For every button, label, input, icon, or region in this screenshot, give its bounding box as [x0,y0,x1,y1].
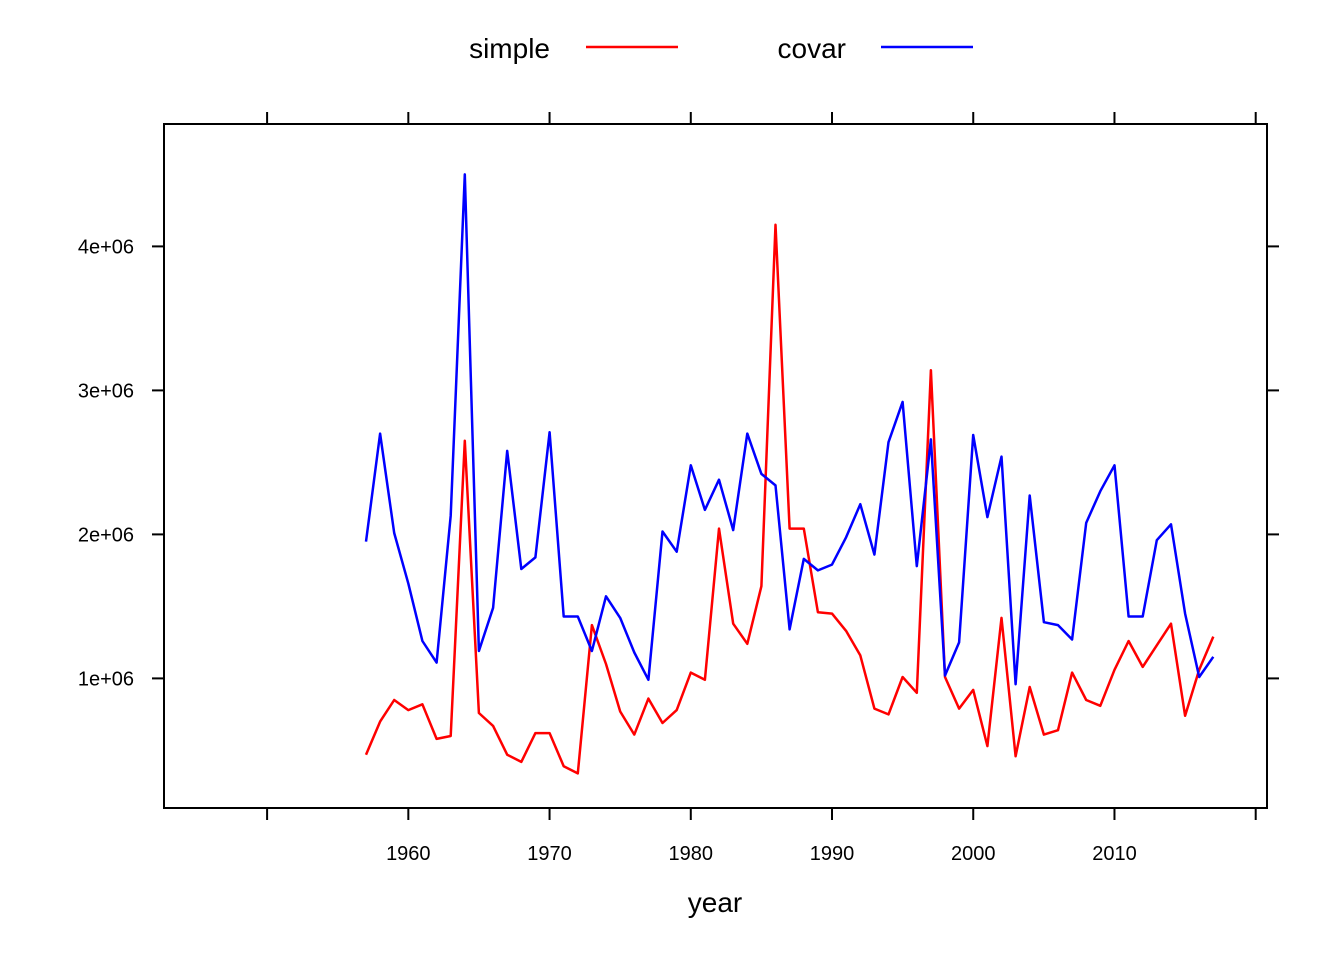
plot-frame [163,123,1268,809]
x-tick-label: 1960 [386,843,431,865]
x-tick-label: 2010 [1092,843,1137,865]
x-tick-label: 1970 [527,843,572,865]
y-tick-label: 1e+06 [78,668,134,690]
series-line-covar [364,173,1215,686]
y-tick-label: 4e+06 [78,236,134,258]
x-tick-label: 1980 [669,843,714,865]
series-lines [364,173,1215,775]
axis-ticks: 1960 1970 1980 1990 2000 2010 1e+06 2e+06 3e+06 4… [78,112,1279,865]
x-axis-title: year [688,887,742,918]
y-tick-label: 2e+06 [78,524,134,546]
series-line-simple [364,223,1215,775]
legend: simple covar [469,33,973,64]
y-tick-label: 3e+06 [78,380,134,402]
x-tick-label: 2000 [951,843,996,865]
x-tick-label: 1990 [810,843,855,865]
legend-label-covar: covar [778,33,846,64]
legend-label-simple: simple [469,33,550,64]
